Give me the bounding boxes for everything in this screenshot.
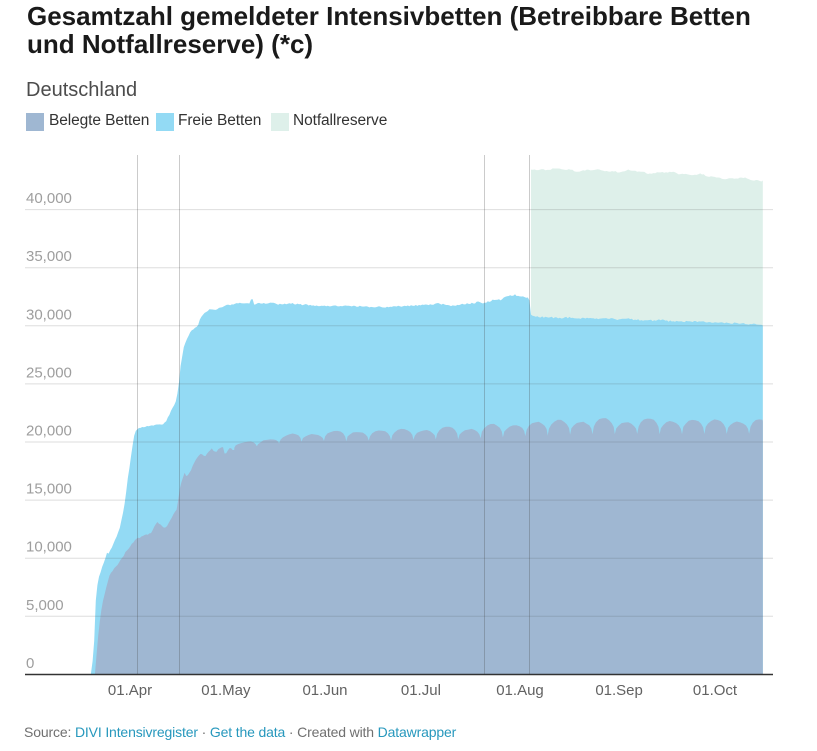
svg-text:01.Jul: 01.Jul [401, 682, 441, 699]
svg-text:01.Aug: 01.Aug [496, 682, 544, 699]
svg-text:15,000: 15,000 [26, 481, 72, 498]
svg-text:5,000: 5,000 [26, 597, 64, 614]
svg-text:01.Jun: 01.Jun [302, 682, 347, 699]
svg-text:01.Oct: 01.Oct [693, 682, 738, 699]
svg-text:0: 0 [26, 655, 34, 672]
svg-text:20,000: 20,000 [26, 423, 72, 440]
svg-text:25,000: 25,000 [26, 364, 72, 381]
svg-text:01.Apr: 01.Apr [108, 682, 152, 699]
svg-text:40,000: 40,000 [26, 190, 72, 207]
svg-text:01.May: 01.May [201, 682, 251, 699]
svg-text:10,000: 10,000 [26, 539, 72, 556]
svg-text:35,000: 35,000 [26, 248, 72, 265]
svg-text:01.Sep: 01.Sep [595, 682, 643, 699]
svg-text:30,000: 30,000 [26, 306, 72, 323]
